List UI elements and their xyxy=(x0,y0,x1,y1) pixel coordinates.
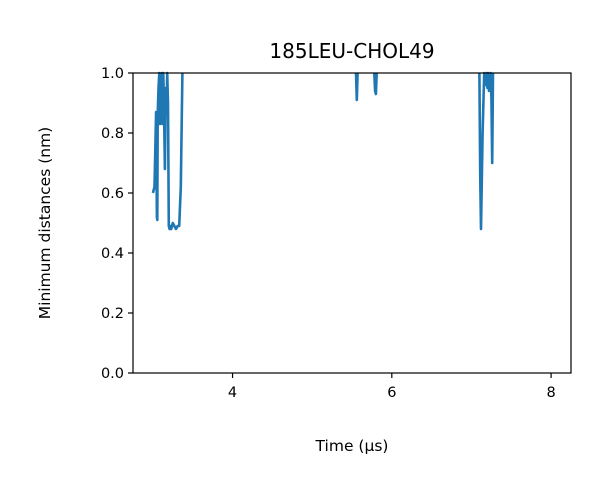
x-tick-label: 4 xyxy=(228,385,237,401)
plot-lines xyxy=(151,71,495,231)
series-line-segment xyxy=(373,72,378,96)
x-axis-label: Time (μs) xyxy=(315,437,389,455)
y-tick-label: 0.4 xyxy=(101,246,124,262)
chart-title: 185LEU-CHOL49 xyxy=(269,39,434,63)
series-line-segment xyxy=(151,71,184,231)
y-tick-label: 1.0 xyxy=(101,66,124,82)
x-tick-label: 8 xyxy=(546,385,555,401)
y-tick-label: 0.0 xyxy=(101,366,124,382)
x-tick-label: 6 xyxy=(387,385,396,401)
y-axis-ticks: 0.0 0.2 0.4 0.6 0.8 1.0 xyxy=(101,66,133,382)
x-axis-ticks: 4 6 8 xyxy=(228,373,556,401)
y-tick-label: 0.2 xyxy=(101,306,124,322)
series-line-segment xyxy=(478,71,495,231)
y-tick-label: 0.8 xyxy=(101,126,124,142)
series-line-segment xyxy=(354,72,359,102)
y-tick-label: 0.6 xyxy=(101,186,124,202)
y-axis-label: Minimum distances (nm) xyxy=(36,127,54,319)
plot-frame xyxy=(132,72,572,374)
